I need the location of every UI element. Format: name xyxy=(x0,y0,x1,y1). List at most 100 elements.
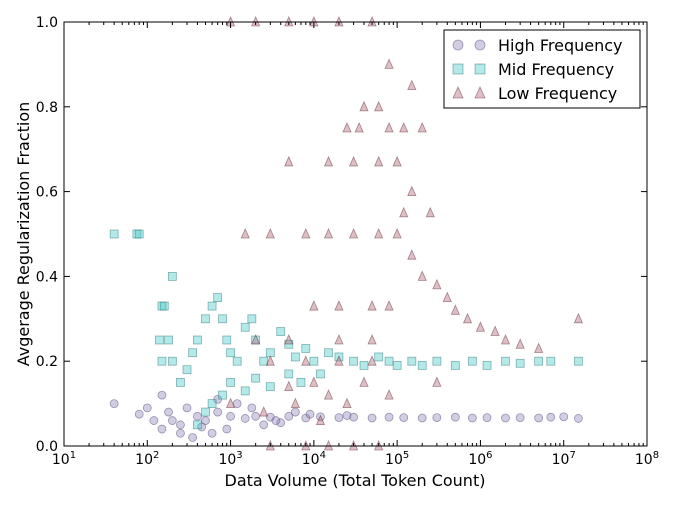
legend-items: High Frequency Mid Frequency Low Frequency xyxy=(452,36,623,103)
data-point xyxy=(316,412,325,422)
x-tick-label: 102 xyxy=(135,450,159,468)
data-point xyxy=(348,155,359,167)
data-point xyxy=(305,409,315,419)
data-point xyxy=(226,377,235,387)
data-point xyxy=(384,300,394,311)
data-point xyxy=(324,348,333,358)
legend-marker xyxy=(452,86,464,99)
data-point xyxy=(407,249,417,260)
data-point xyxy=(188,348,197,358)
data-point xyxy=(342,397,352,409)
data-point xyxy=(501,413,510,423)
legend-marker xyxy=(474,63,486,75)
data-point xyxy=(290,407,300,417)
data-point xyxy=(207,428,217,438)
data-point xyxy=(301,355,311,366)
data-point xyxy=(167,271,177,281)
data-point xyxy=(392,228,402,239)
data-point xyxy=(349,356,358,366)
data-point xyxy=(359,376,369,387)
data-point xyxy=(213,407,223,417)
data-point xyxy=(134,229,144,239)
data-point xyxy=(207,301,217,311)
data-point xyxy=(265,382,275,392)
data-point xyxy=(534,356,544,366)
data-point xyxy=(176,420,185,430)
data-point xyxy=(482,413,492,422)
data-point xyxy=(501,356,510,366)
data-point xyxy=(546,356,556,366)
data-point xyxy=(276,418,286,428)
x-tick-label: 104 xyxy=(302,450,326,468)
data-point xyxy=(392,361,402,370)
x-tick-exponent: 6 xyxy=(486,450,492,461)
data-point xyxy=(182,403,192,413)
data-point xyxy=(232,356,242,366)
data-point xyxy=(384,389,394,400)
y-axis-label: Avgerage Regularization Fraction xyxy=(14,102,33,367)
data-point xyxy=(201,314,210,324)
data-point xyxy=(367,413,377,423)
data-point xyxy=(374,155,384,167)
data-point xyxy=(407,185,417,197)
data-point xyxy=(188,433,197,442)
data-point xyxy=(334,413,344,422)
data-point xyxy=(259,420,269,430)
data-point xyxy=(475,321,486,332)
data-point xyxy=(450,361,460,370)
data-point xyxy=(284,155,294,167)
x-tick-label: 107 xyxy=(552,450,576,468)
data-point xyxy=(251,411,261,421)
series-mid-frequency xyxy=(109,229,583,430)
data-point xyxy=(482,361,492,370)
data-point xyxy=(240,386,250,396)
data-point xyxy=(193,420,202,430)
data-point xyxy=(384,58,394,69)
data-point xyxy=(149,416,159,425)
data-point xyxy=(384,356,394,366)
data-point xyxy=(417,270,427,281)
x-tick-exponent: 2 xyxy=(153,450,159,461)
data-point xyxy=(142,403,152,413)
data-point xyxy=(392,155,402,167)
data-point xyxy=(425,206,435,218)
data-point xyxy=(432,413,442,422)
data-point xyxy=(218,390,227,400)
data-point xyxy=(342,411,352,420)
data-point xyxy=(417,413,427,423)
data-point xyxy=(374,228,384,239)
y-tick-label: 0.6 xyxy=(36,185,58,201)
data-point xyxy=(301,344,311,353)
legend-label: Low Frequency xyxy=(498,84,617,103)
x-tick-label: 103 xyxy=(218,450,242,468)
data-point xyxy=(284,411,294,421)
legend-marker xyxy=(452,63,464,75)
data-point xyxy=(407,79,417,90)
data-point xyxy=(251,334,261,345)
data-point xyxy=(334,334,344,345)
data-point xyxy=(225,397,236,409)
x-tick-exponent: 1 xyxy=(70,450,76,461)
x-tick-exponent: 5 xyxy=(403,450,409,461)
data-point xyxy=(374,352,384,362)
y-tick-label: 0.4 xyxy=(36,269,58,285)
data-point xyxy=(407,356,417,366)
data-point xyxy=(265,355,275,366)
legend-marker xyxy=(452,39,464,51)
data-point xyxy=(207,399,217,409)
data-point xyxy=(323,155,334,167)
data-point xyxy=(442,291,452,303)
data-point xyxy=(265,228,275,239)
data-point xyxy=(316,369,325,379)
data-point xyxy=(309,300,319,311)
data-point xyxy=(432,356,442,366)
data-point xyxy=(399,413,409,422)
x-tick-exponent: 7 xyxy=(569,450,575,461)
y-tick-label: 0.2 xyxy=(36,354,58,370)
data-point xyxy=(342,122,352,133)
data-point xyxy=(450,304,460,315)
legend-label: High Frequency xyxy=(498,36,623,55)
data-point xyxy=(290,397,300,409)
x-tick-exponent: 3 xyxy=(236,450,242,461)
